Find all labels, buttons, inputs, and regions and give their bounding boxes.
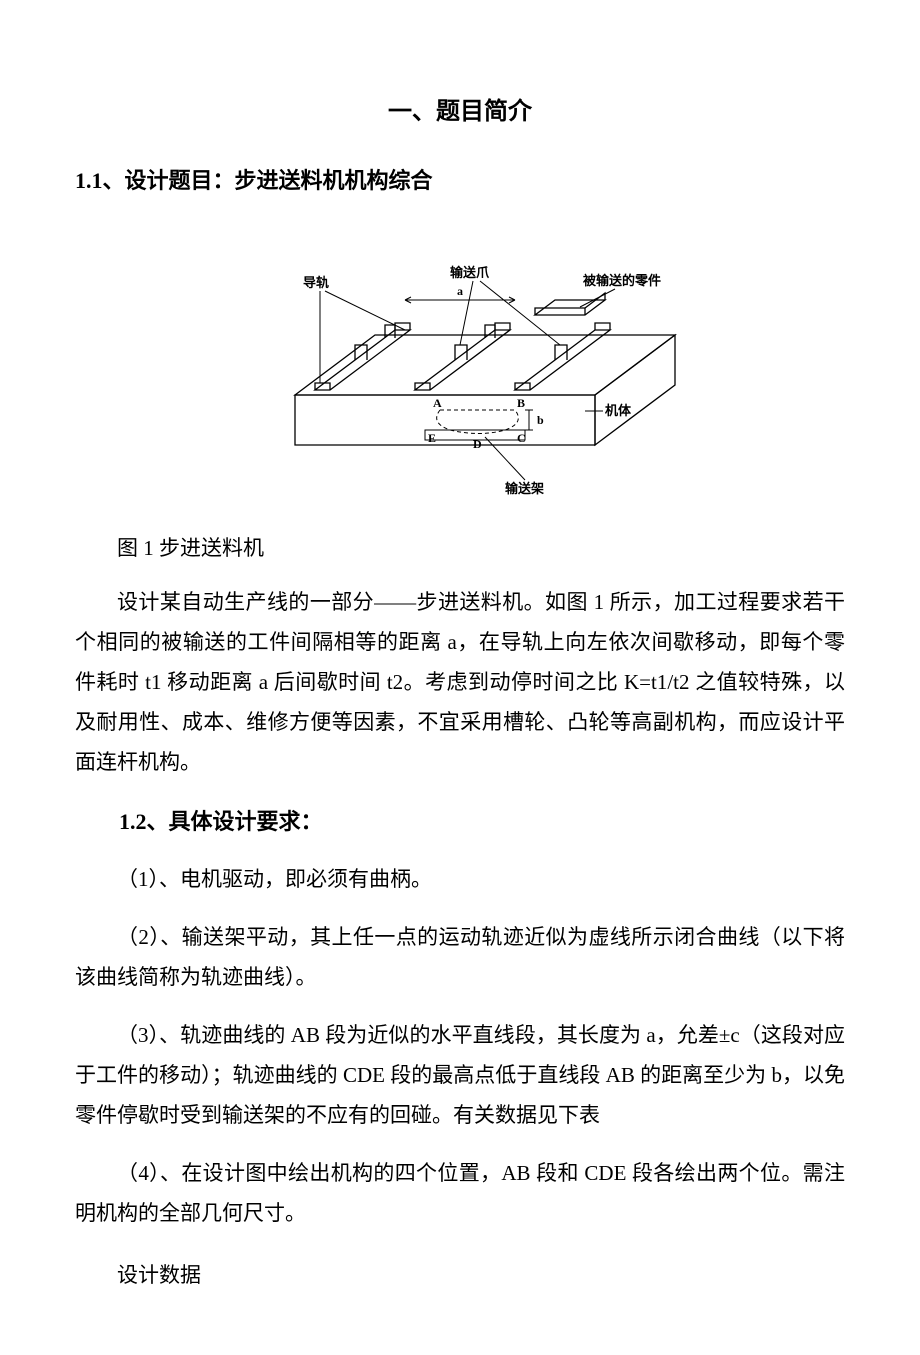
section-1-1-heading: 1.1、设计题目：步进送料机机构综合 bbox=[75, 160, 845, 202]
pt-e: E bbox=[428, 431, 436, 445]
label-feed-claw: 输送爪 bbox=[450, 265, 490, 280]
section-1-1-para: 设计某自动生产线的一部分——步进送料机。如图 1 所示，加工过程要求若干个相同的… bbox=[75, 583, 845, 782]
pt-d: D bbox=[473, 437, 482, 451]
section-1-2-heading: 1.2、具体设计要求： bbox=[75, 801, 845, 843]
label-feed-rack: 输送架 bbox=[505, 481, 544, 496]
design-data-label: 设计数据 bbox=[75, 1256, 845, 1296]
dim-a: a bbox=[457, 284, 463, 298]
dim-b: b bbox=[537, 413, 544, 427]
pt-c: C bbox=[517, 431, 526, 445]
label-guide-rail: 导轨 bbox=[303, 275, 329, 290]
figure-1-caption: 图 1 步进送料机 bbox=[75, 529, 845, 569]
requirement-2: （2）、输送架平动，其上任一点的运动轨迹近似为虚线所示闭合曲线（以下将该曲线简称… bbox=[75, 918, 845, 998]
label-machine-body: 机体 bbox=[605, 403, 632, 418]
requirement-4: （4）、在设计图中绘出机构的四个位置，AB 段和 CDE 段各绘出两个位。需注明… bbox=[75, 1154, 845, 1234]
requirement-3: （3）、轨迹曲线的 AB 段为近似的水平直线段，其长度为 a，允差±c（这段对应… bbox=[75, 1016, 845, 1136]
label-conveyed-part: 被输送的零件 bbox=[582, 273, 661, 288]
figure-1-svg: 导轨 输送爪 被输送的零件 机体 输送架 a b A B C D E bbox=[225, 215, 695, 505]
requirement-1: （1）、电机驱动，即必须有曲柄。 bbox=[75, 860, 845, 900]
pt-a: A bbox=[433, 396, 442, 410]
pt-b: B bbox=[517, 396, 525, 410]
figure-1: 导轨 输送爪 被输送的零件 机体 输送架 a b A B C D E bbox=[75, 215, 845, 519]
main-title: 一、题目简介 bbox=[75, 90, 845, 136]
